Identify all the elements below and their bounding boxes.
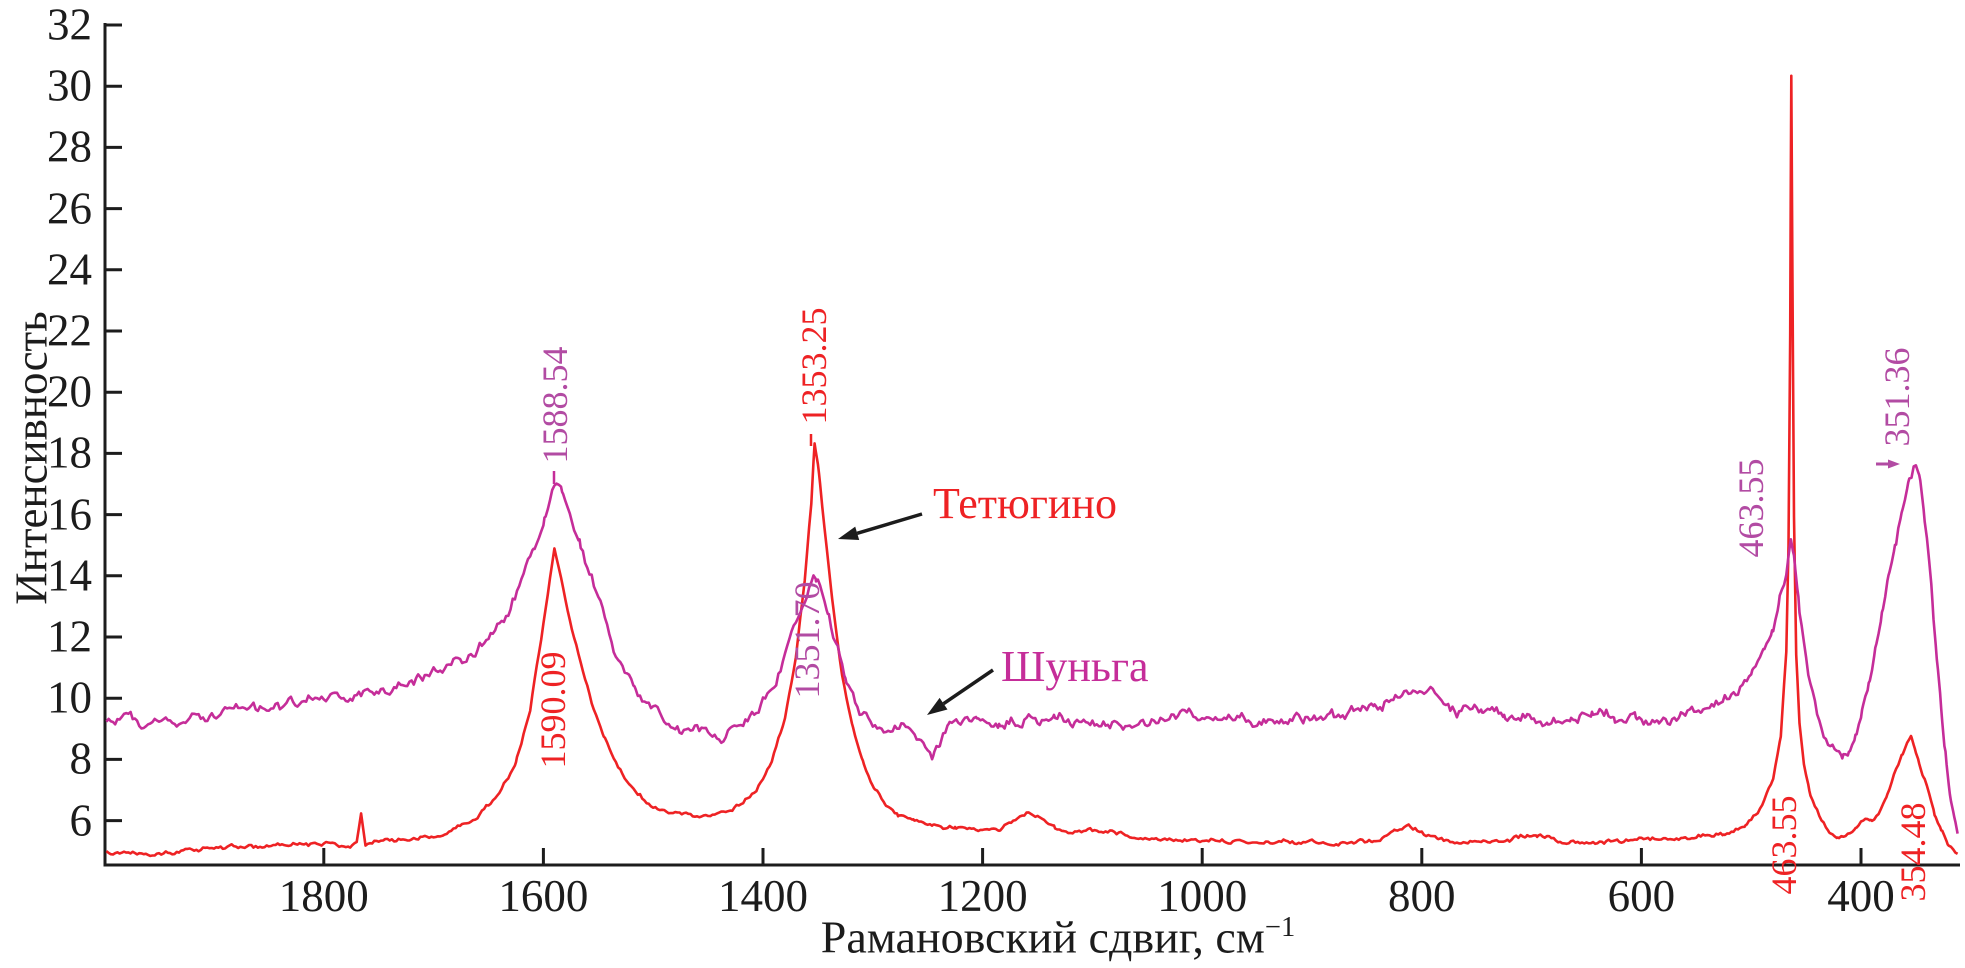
x-axis-title-text: Рамановский сдвиг, см: [820, 911, 1265, 963]
peak-annotation: 1590.09: [533, 651, 574, 769]
peak-annotation: 463.55: [1731, 458, 1772, 558]
y-tick-label: 12: [47, 611, 92, 662]
y-tick-label: 16: [47, 489, 92, 540]
y-tick-label: 14: [47, 550, 92, 601]
y-tick-label: 24: [47, 244, 92, 295]
spectrum-curve-tetyugino: [105, 74, 1959, 858]
y-tick-label: 6: [69, 795, 93, 846]
spectrum-curve-shunga: [105, 463, 1959, 834]
y-tick-label: 28: [47, 121, 92, 172]
peak-pointer-arrow-head: [1888, 459, 1900, 469]
peak-annotation: 463.55: [1764, 795, 1805, 895]
y-tick-label: 10: [47, 672, 92, 723]
peak-annotation: 354.48: [1892, 802, 1933, 902]
y-tick-label: 30: [47, 60, 92, 111]
x-tick-label: 1200: [937, 871, 1028, 921]
callout-arrow-head: [927, 697, 948, 715]
peak-annotation: 1351.70: [786, 581, 827, 699]
peak-annotation: 1353.25: [794, 307, 835, 425]
y-tick-label: 20: [47, 366, 92, 417]
series-callout-label-shunga: Шуньга: [1001, 642, 1149, 691]
x-tick-label: 1600: [498, 871, 589, 921]
x-axis-title: Рамановский сдвиг, см−1: [820, 911, 1296, 963]
callout-arrow-shaft: [856, 512, 923, 535]
x-tick-label: 1000: [1157, 871, 1248, 921]
y-tick-label: 8: [69, 733, 93, 784]
y-tick-label: 22: [47, 305, 92, 356]
x-tick-label: 400: [1827, 871, 1895, 921]
series-callout-label-tetyugino: Тетюгино: [933, 479, 1117, 528]
peak-annotation: 1588.54: [534, 346, 575, 464]
x-tick-label: 1800: [278, 871, 369, 921]
x-axis-title-superscript: −1: [1264, 912, 1296, 943]
x-tick-label: 800: [1388, 871, 1456, 921]
y-tick-label: 26: [47, 183, 92, 234]
y-tick-label: 18: [47, 427, 92, 478]
y-tick-label: 32: [47, 0, 92, 50]
x-tick-label: 600: [1607, 871, 1676, 921]
callout-arrow-head: [838, 526, 860, 540]
x-tick-label: 1400: [718, 871, 808, 921]
callout-arrow-shaft: [942, 668, 994, 706]
peak-annotation: 351.36: [1877, 347, 1918, 447]
